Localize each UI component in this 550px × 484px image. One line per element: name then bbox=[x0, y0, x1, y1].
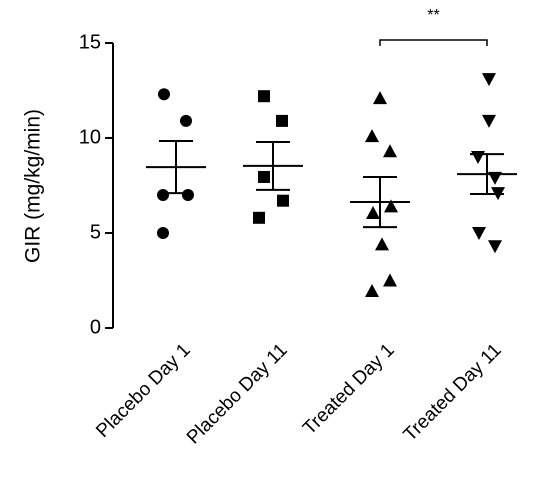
y-tick-label: 10 bbox=[79, 126, 101, 148]
data-point bbox=[471, 151, 485, 164]
data-point bbox=[383, 144, 397, 158]
significance-label: ** bbox=[427, 7, 439, 24]
x-tick-label: Placebo Day 11 bbox=[183, 340, 292, 449]
x-tick-label: Placebo Day 1 bbox=[92, 340, 194, 442]
x-tick-label: Treated Day 1 bbox=[299, 340, 398, 439]
data-point bbox=[157, 189, 169, 201]
data-point bbox=[383, 273, 397, 287]
data-point bbox=[277, 194, 289, 207]
data-point bbox=[158, 88, 170, 101]
data-point bbox=[488, 240, 502, 254]
data-point bbox=[373, 91, 387, 105]
data-point bbox=[258, 90, 270, 103]
data-point bbox=[253, 211, 265, 224]
data-point bbox=[488, 171, 502, 185]
data-point bbox=[182, 189, 194, 201]
data-point bbox=[365, 283, 379, 297]
data-point bbox=[258, 170, 270, 183]
data-point bbox=[482, 73, 496, 87]
data-point bbox=[157, 227, 169, 239]
y-tick-label: 0 bbox=[90, 316, 101, 338]
data-point bbox=[366, 206, 380, 220]
y-tick-label: 15 bbox=[79, 31, 101, 53]
y-tick-label: 5 bbox=[90, 221, 101, 243]
x-tick-label: Treated Day 11 bbox=[400, 340, 506, 446]
data-point bbox=[276, 114, 288, 127]
data-point bbox=[472, 227, 486, 240]
data-point bbox=[375, 237, 389, 251]
data-point bbox=[384, 199, 398, 213]
data-point bbox=[365, 129, 379, 143]
data-point bbox=[180, 114, 192, 127]
significance-bracket bbox=[379, 39, 488, 46]
data-point bbox=[482, 114, 496, 128]
y-axis-label: GIR (mg/kg/min) bbox=[22, 109, 45, 263]
